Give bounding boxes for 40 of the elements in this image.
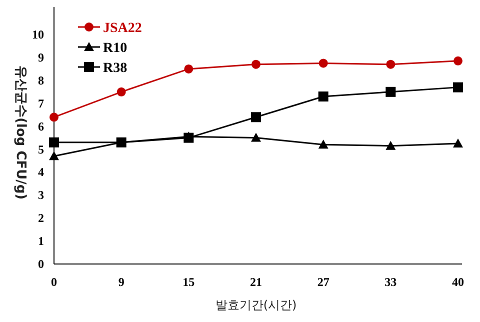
- y-tick-label: 10: [32, 28, 44, 42]
- point: [454, 56, 462, 66]
- point: [386, 86, 396, 97]
- x-axis-title: 발효기간(시간): [215, 298, 297, 312]
- point: [386, 140, 396, 150]
- y-tick-label: 6: [38, 119, 44, 134]
- point: [184, 64, 194, 74]
- point: [318, 140, 328, 149]
- point: [318, 91, 328, 102]
- x-tick-label: 0: [51, 275, 57, 289]
- x-tick-label: 21: [250, 275, 262, 289]
- point: [386, 60, 396, 69]
- y-tick-label: 1: [38, 234, 44, 248]
- point: [251, 112, 261, 122]
- y-tick-label: 5: [38, 142, 44, 156]
- point: [49, 151, 59, 160]
- point: [318, 58, 328, 68]
- point: [116, 87, 126, 96]
- x-tick-label: 9: [118, 275, 124, 289]
- y-tick-label: 8: [38, 73, 44, 88]
- legend-label: R10: [103, 41, 128, 56]
- point: [251, 132, 261, 142]
- y-tick-label: 9: [38, 50, 44, 64]
- legend-label: R38: [103, 61, 128, 76]
- point: [49, 137, 59, 148]
- x-tick-label: 15: [182, 275, 195, 289]
- y-tick-label: 7: [38, 96, 44, 110]
- y-tick-label: 3: [38, 188, 44, 202]
- point: [252, 60, 260, 69]
- legend-label: JSA22: [103, 21, 142, 36]
- point: [453, 138, 463, 148]
- y-tick-label: 2: [38, 211, 44, 226]
- x-tick-label: 40: [452, 275, 464, 289]
- x-tick-label: 33: [384, 275, 397, 289]
- y-axis-title: 유산균수(log CFU/g): [13, 65, 28, 200]
- y-tick-label: 4: [38, 165, 44, 180]
- point: [453, 82, 463, 92]
- x-tick-label: 27: [317, 275, 330, 289]
- point: [50, 112, 58, 122]
- y-tick-label: 0: [38, 257, 44, 271]
